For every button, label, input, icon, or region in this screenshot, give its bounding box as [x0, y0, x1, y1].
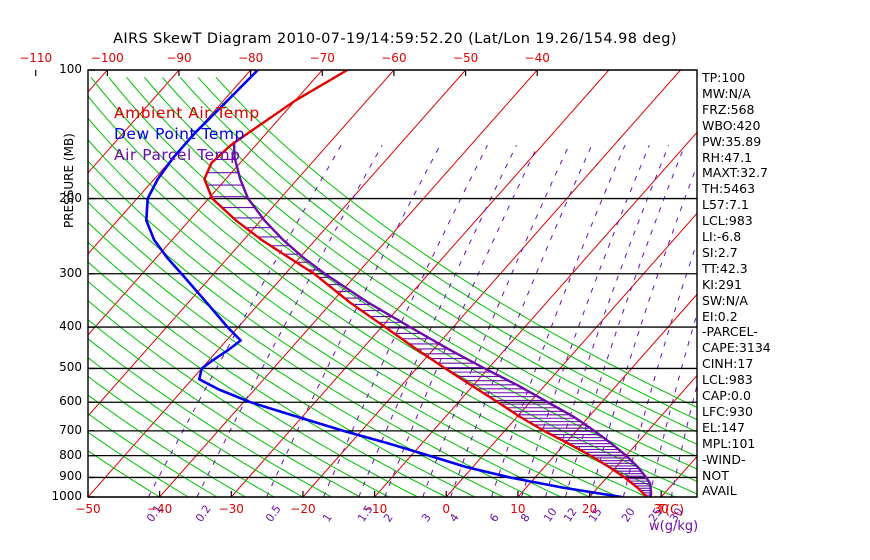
- index-avail: AVAIL: [702, 483, 737, 499]
- temp-bottom-tick-label: −40: [146, 502, 173, 516]
- index-swna: SW:N/A: [702, 292, 748, 308]
- index-lfc930: LFC:930: [702, 403, 753, 419]
- index-tt42.3: TT:42.3: [702, 260, 748, 276]
- index-lcl983: LCL:983: [702, 213, 753, 229]
- temp-top-tick-label: −90: [166, 51, 192, 65]
- pressure-tick-label: 300: [59, 265, 82, 280]
- x-axis-title-temp: T(C): [657, 503, 685, 518]
- y-axis-title: PRESSURE (MB): [62, 133, 76, 228]
- temp-bottom-tick-label: 10: [510, 502, 526, 516]
- temp-bottom-tick-label: −30: [218, 502, 244, 516]
- legend-item-0: Ambient Air Temp: [114, 104, 260, 122]
- temp-bottom-tick-label: −20: [290, 502, 316, 516]
- temp-top-tick-label: −50: [452, 51, 479, 65]
- x-axis-title-mixing: w(g/kg): [649, 519, 699, 534]
- index-frz568: FRZ:568: [702, 101, 755, 117]
- temp-bottom-tick-label: 20: [581, 502, 598, 516]
- index-maxt32.7: MAXT:32.7: [702, 165, 768, 181]
- pressure-tick-label: 700: [59, 422, 82, 437]
- pressure-tick-label: 500: [59, 360, 82, 375]
- index-wbo420: WBO:420: [702, 117, 761, 133]
- pressure-tick-label: 800: [59, 447, 82, 462]
- index-ki291: KI:291: [702, 276, 742, 292]
- pressure-tick-label: 100: [59, 62, 82, 76]
- index-cape3134: CAPE:3134: [702, 340, 771, 356]
- index-lcl983: LCL:983: [702, 372, 753, 388]
- pressure-tick-label: 900: [59, 469, 82, 484]
- index-rh47.1: RH:47.1: [702, 149, 753, 165]
- temp-top-tick-label: −40: [524, 51, 550, 65]
- index-ei0.2: EI:0.2: [702, 308, 738, 324]
- index-mwna: MW:N/A: [702, 85, 751, 101]
- index-si2.7: SI:2.7: [702, 244, 738, 260]
- index-not: NOT: [702, 467, 729, 483]
- pressure-tick-label: 200: [59, 190, 82, 205]
- index-pw35.89: PW:35.89: [702, 133, 762, 149]
- index-el147: EL:147: [702, 419, 745, 435]
- legend-item-2: Air Parcel Temp: [114, 146, 241, 164]
- temp-top-tick-label: −70: [309, 51, 335, 65]
- legend-item-1: Dew Point Temp: [114, 125, 245, 143]
- pressure-tick-label: 1000: [51, 489, 82, 503]
- pressure-tick-label: 400: [59, 319, 82, 334]
- index-cinh17: CINH:17: [702, 356, 754, 372]
- temp-bottom-tick-label: 0: [442, 502, 451, 516]
- temp-top-tick-label: −100: [90, 51, 124, 65]
- pressure-tick-label: 600: [59, 394, 82, 409]
- index-tp100: TP:100: [702, 70, 746, 85]
- index-mpl101: MPL:101: [702, 435, 756, 451]
- temp-bottom-tick-label: −50: [75, 502, 101, 516]
- page-title: AIRS SkewT Diagram 2010-07-19/14:59:52.2…: [113, 31, 677, 47]
- index-li6.8: LI:-6.8: [702, 229, 742, 244]
- temp-bottom-tick-label: 30: [653, 502, 669, 516]
- temp-top-tick-label: −110: [19, 51, 53, 65]
- temp-bottom-tick-label: −10: [361, 502, 388, 516]
- index-cap0.0: CAP:0.0: [702, 388, 751, 403]
- index-wind: -WIND-: [702, 451, 746, 467]
- index-l577.1: L57:7.1: [702, 197, 749, 213]
- temp-top-tick-label: −80: [237, 51, 264, 65]
- index-th5463: TH:5463: [702, 181, 756, 197]
- temp-top-tick-label: −60: [381, 51, 407, 65]
- index-parcel: -PARCEL-: [702, 324, 758, 340]
